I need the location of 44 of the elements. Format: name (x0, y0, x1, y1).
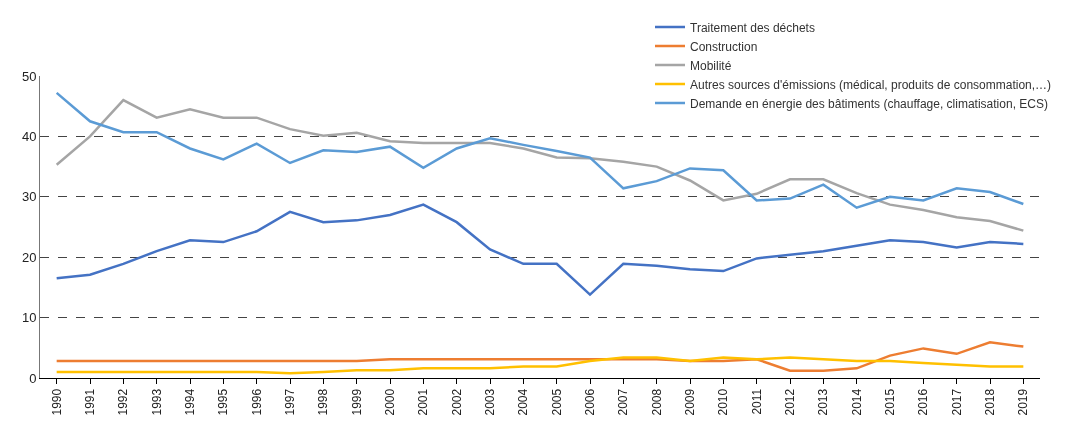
x-tick-label: 1991 (82, 388, 97, 416)
x-tick-label: 2011 (749, 388, 764, 415)
x-tick-label: 2009 (682, 388, 697, 416)
x-tick-label: 1996 (249, 388, 264, 416)
x-tick-label: 2012 (782, 388, 797, 416)
x-tick-label: 2019 (1016, 388, 1031, 416)
x-tick-label: 2000 (382, 388, 397, 416)
x-tick-label: 2014 (849, 388, 864, 416)
x-tick-label: 2003 (482, 388, 497, 416)
x-tick-label: 2007 (616, 388, 631, 416)
legend-label: Demande en énergie des bâtiments (chauffage, climatisation, ECS) (690, 96, 1048, 111)
legend-label: Autres sources d'émissions (médical, produits de consommation,…) (690, 77, 1052, 92)
x-tick-label: 2017 (949, 388, 964, 416)
x-tick-label: 1992 (116, 388, 131, 416)
x-tick-label: 2018 (982, 388, 997, 416)
x-tick-label: 2015 (882, 388, 897, 416)
y-tick-label: 40 (21, 128, 37, 144)
x-tick-label: 2006 (582, 388, 597, 416)
x-tick-label: 1997 (282, 388, 297, 416)
x-tick-label: 2004 (516, 388, 531, 416)
x-tick-label: 2013 (816, 388, 831, 416)
y-tick-label: 10 (21, 310, 37, 326)
line-series (55, 356, 1025, 375)
line-series (55, 341, 1025, 372)
x-tick-label: 2001 (416, 388, 431, 416)
y-tick-label: 50 (21, 68, 37, 84)
y-tick-label: 30 (21, 189, 37, 205)
legend-label: Traitement des déchets (690, 20, 815, 35)
x-tick-label: 2010 (716, 388, 731, 416)
legend-label: Mobilité (690, 58, 732, 73)
legend-label: Construction (690, 39, 758, 54)
line-series (55, 203, 1025, 296)
x-tick-label: 2008 (649, 388, 664, 416)
x-tick-label: 1998 (316, 388, 331, 416)
x-tick-label: 2016 (916, 388, 931, 416)
x-tick-label: 1990 (49, 388, 64, 416)
y-tick-label: 0 (29, 370, 37, 386)
x-tick-label: 1993 (149, 388, 164, 416)
y-tick-label: 20 (21, 249, 37, 265)
x-tick-label: 1995 (216, 388, 231, 416)
x-tick-label: 1994 (182, 388, 197, 416)
x-tick-label: 2002 (449, 388, 464, 416)
x-tick-label: 1999 (349, 388, 364, 416)
x-tick-label: 2005 (549, 388, 564, 416)
